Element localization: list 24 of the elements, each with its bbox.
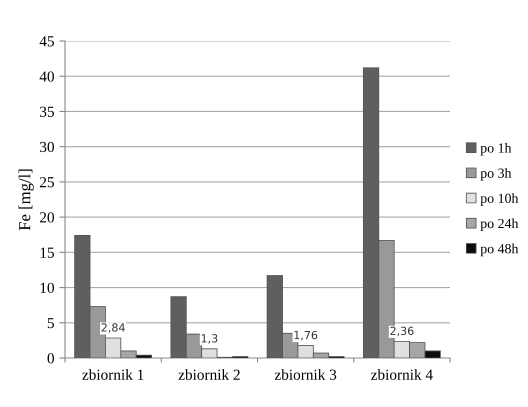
data-label: 1,76 [294, 330, 318, 340]
legend-label: po 48h [480, 244, 518, 256]
y-tick-label: 40 [40, 71, 54, 82]
legend-label: po 3h [480, 168, 512, 181]
y-tick-label: 25 [40, 177, 54, 188]
data-label: 2,36 [390, 326, 414, 336]
y-tick-label: 30 [40, 142, 54, 152]
data-label: 2,84 [102, 323, 125, 333]
data-label: 1,3 [202, 334, 218, 344]
y-tick-label: 10 [40, 282, 54, 294]
legend-label: po 24h [480, 218, 518, 232]
y-tick-label: 45 [40, 36, 54, 46]
legend-label: po 10h [480, 193, 518, 206]
y-tick-label: 15 [40, 248, 54, 258]
y-tick-label: 0 [48, 353, 54, 364]
y-tick-label: 5 [48, 318, 54, 328]
x-tick-label: zbiornik 1 [82, 369, 144, 380]
x-tick-label: zbiornik 2 [178, 369, 240, 380]
x-tick-label: zbiornik 3 [274, 369, 336, 380]
legend-label: po 1h [480, 142, 512, 156]
x-tick-label: zbiornik 4 [371, 369, 433, 380]
y-axis-title: Fe [mg/l] [18, 169, 34, 230]
y-tick-label: 20 [40, 212, 54, 223]
y-tick-label: 35 [40, 106, 54, 117]
